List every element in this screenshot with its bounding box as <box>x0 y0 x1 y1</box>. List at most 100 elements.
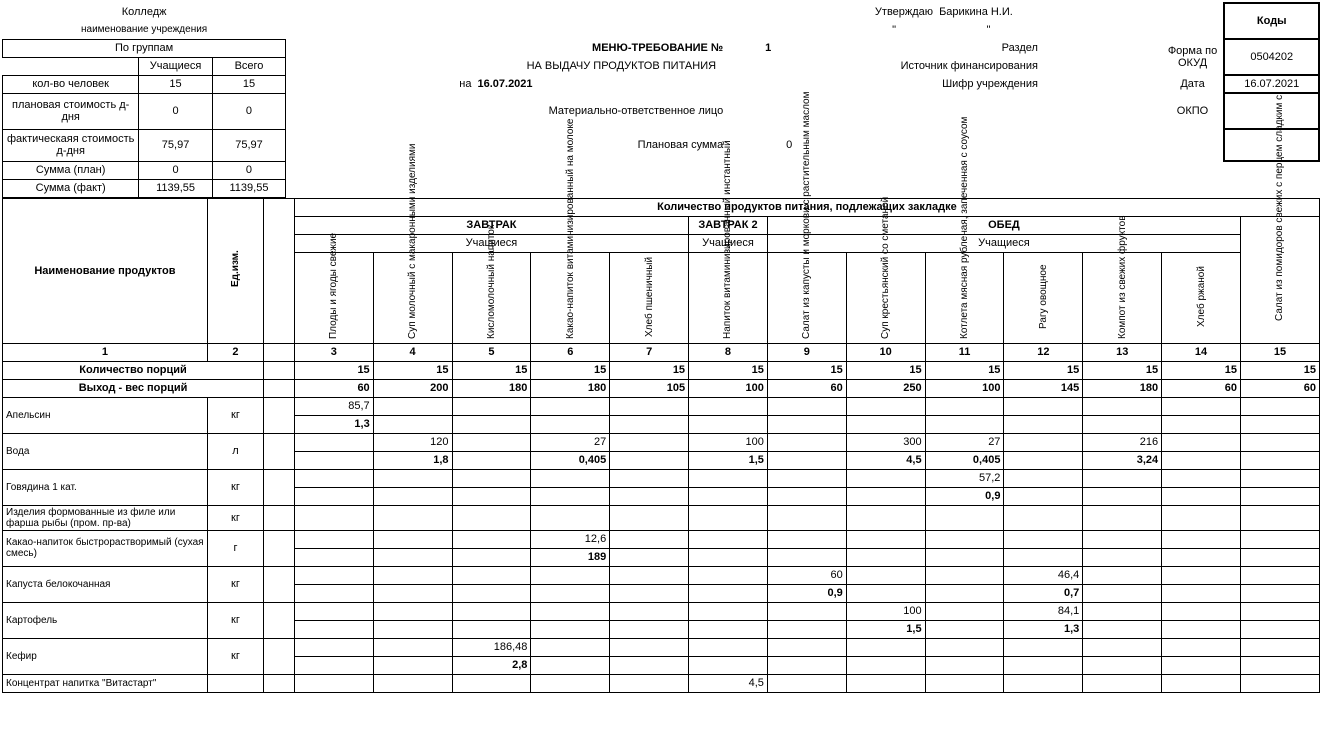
value-cell <box>846 638 925 656</box>
institution-label: наименование учреждения <box>3 21 286 39</box>
value-cell <box>531 602 610 620</box>
value-cell: 186,48 <box>452 638 531 656</box>
portion-cell: 15 <box>452 361 531 379</box>
portions-label: Количество порций <box>3 361 264 379</box>
value-cell-bold <box>1083 656 1162 674</box>
value-cell <box>373 530 452 548</box>
product-unit: г <box>207 530 263 566</box>
value-cell-bold <box>1240 487 1319 505</box>
value-cell <box>689 638 768 656</box>
weight-cell: 250 <box>846 379 925 397</box>
sum-fact-label: Сумма (факт) <box>3 179 139 197</box>
value-cell-bold: 1,3 <box>294 415 373 433</box>
value-cell <box>452 674 531 692</box>
value-cell <box>1240 566 1319 584</box>
value-cell <box>1240 433 1319 451</box>
value-cell <box>610 505 689 530</box>
weight-cell: 105 <box>610 379 689 397</box>
dish-col-3: Плоды и ягоды свежие <box>294 252 373 343</box>
value-cell <box>1083 397 1162 415</box>
value-cell <box>846 566 925 584</box>
value-cell <box>1162 505 1241 530</box>
value-cell-bold <box>1240 548 1319 566</box>
value-cell-bold <box>767 548 846 566</box>
value-cell-bold <box>925 584 1004 602</box>
value-cell-bold <box>767 415 846 433</box>
product-unit: кг <box>207 602 263 638</box>
weight-cell: 180 <box>531 379 610 397</box>
value-cell <box>767 674 846 692</box>
value-cell-bold: 3,24 <box>1083 451 1162 469</box>
value-cell <box>531 469 610 487</box>
portion-cell: 15 <box>373 361 452 379</box>
section-label: Раздел <box>852 39 1041 57</box>
value-cell <box>531 397 610 415</box>
weight-label: Выход - вес порций <box>3 379 264 397</box>
value-cell-bold <box>846 656 925 674</box>
value-cell <box>452 469 531 487</box>
value-cell-bold <box>846 548 925 566</box>
product-name: Вода <box>3 433 208 469</box>
value-cell <box>452 602 531 620</box>
value-cell <box>610 638 689 656</box>
approve-label: Утверждаю <box>852 3 936 21</box>
value-cell: 216 <box>1083 433 1162 451</box>
dish-col-11: Котлета мясная рубленая, запеченная с со… <box>925 252 1004 343</box>
issue-label: НА ВЫДАЧУ ПРОДУКТОВ ПИТАНИЯ <box>433 57 811 75</box>
value-cell <box>294 674 373 692</box>
value-cell-bold: 1,8 <box>373 451 452 469</box>
approver-name: Барикина Н.И. <box>936 3 1146 21</box>
by-groups-label: По группам <box>3 39 286 57</box>
value-cell-bold <box>1162 656 1241 674</box>
value-cell <box>846 469 925 487</box>
weight-cell: 100 <box>689 379 768 397</box>
value-cell-bold: 0,7 <box>1004 584 1083 602</box>
value-cell <box>846 530 925 548</box>
plan-sum-value: 0 <box>726 129 852 161</box>
value-cell-bold <box>531 415 610 433</box>
value-cell <box>373 505 452 530</box>
college-name: Колледж <box>3 3 286 21</box>
value-cell-bold <box>1004 415 1083 433</box>
portion-cell: 15 <box>925 361 1004 379</box>
date-code: 16.07.2021 <box>1224 75 1319 93</box>
value-cell-bold <box>373 548 452 566</box>
value-cell <box>294 469 373 487</box>
value-cell-bold <box>531 487 610 505</box>
on-label: на <box>433 75 475 93</box>
value-cell <box>1004 433 1083 451</box>
value-cell <box>531 638 610 656</box>
value-cell-bold: 2,8 <box>452 656 531 674</box>
value-cell-bold: 1,3 <box>1004 620 1083 638</box>
code-label: Шифр учреждения <box>852 75 1041 93</box>
sum-plan-label: Сумма (план) <box>3 161 139 179</box>
dish-col-7: Хлеб пшеничный <box>610 252 689 343</box>
value-cell <box>846 674 925 692</box>
plan-cost-label: плановая стоимость д-дня <box>3 93 139 129</box>
lunch-header: ОБЕД <box>767 216 1240 234</box>
value-cell <box>1004 674 1083 692</box>
portion-cell: 15 <box>1004 361 1083 379</box>
value-cell <box>925 397 1004 415</box>
portion-cell: 15 <box>846 361 925 379</box>
value-cell <box>294 505 373 530</box>
value-cell <box>689 397 768 415</box>
value-cell-bold <box>767 451 846 469</box>
value-cell <box>925 638 1004 656</box>
value-cell: 46,4 <box>1004 566 1083 584</box>
value-cell-bold <box>925 415 1004 433</box>
product-unit: л <box>207 433 263 469</box>
unit-title: Ед.изм. <box>230 244 241 294</box>
value-cell <box>610 433 689 451</box>
value-cell: 27 <box>925 433 1004 451</box>
value-cell <box>531 505 610 530</box>
value-cell-bold <box>452 415 531 433</box>
value-cell <box>610 530 689 548</box>
value-cell <box>294 433 373 451</box>
value-cell-bold <box>925 620 1004 638</box>
value-cell <box>294 602 373 620</box>
value-cell <box>1162 433 1241 451</box>
value-cell-bold <box>925 656 1004 674</box>
value-cell-bold <box>1240 451 1319 469</box>
value-cell <box>1083 674 1162 692</box>
